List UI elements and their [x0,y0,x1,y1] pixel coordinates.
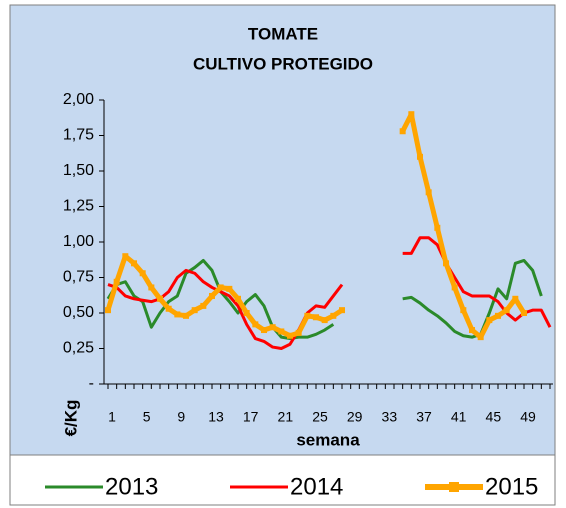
x-axis-label: semana [296,430,360,449]
point-marker [278,328,285,335]
y-tick-label: 0,25 [63,340,94,357]
point-marker [486,317,493,324]
point-marker [451,284,458,291]
y-tick-label: - [89,375,94,392]
point-marker [495,312,501,319]
point-marker [304,312,311,319]
point-marker [122,253,129,260]
point-marker [469,327,475,334]
x-tick-label: 29 [347,409,363,425]
y-tick-label: 0,75 [63,269,94,286]
point-marker [261,327,267,334]
x-tick-label: 49 [520,409,536,425]
y-tick-label: 1,75 [63,127,94,144]
y-axis-label: €/Kg [61,400,80,437]
point-marker [105,307,111,314]
chart-title: TOMATE [248,24,318,43]
x-tick-label: 25 [312,409,328,425]
x-tick-label: 13 [208,409,224,425]
point-marker [512,295,519,302]
point-marker [174,311,181,318]
x-tick-label: 41 [451,409,467,425]
y-tick-label: 1,00 [63,233,94,250]
x-tick-label: 9 [177,409,185,425]
y-tick-label: 2,00 [63,91,94,108]
point-marker [434,224,441,231]
point-marker [399,128,406,135]
point-marker [287,332,293,339]
point-marker [148,284,155,291]
point-marker [477,334,484,341]
point-marker [165,305,172,312]
legend-label: 2014 [290,473,343,500]
chart-subtitle: CULTIVO PROTEGIDO [193,54,373,73]
point-marker [226,285,233,292]
point-marker [191,307,198,314]
point-marker [313,314,319,321]
point-marker [269,324,276,331]
legend-label: 2013 [105,473,158,500]
point-marker [295,329,302,336]
point-marker [139,270,146,277]
point-marker [217,284,224,291]
point-marker [209,292,215,299]
y-tick-label: 1,50 [63,162,94,179]
x-tick-label: 5 [143,409,151,425]
point-marker [252,321,259,328]
point-marker [131,260,137,267]
y-tick-label: 0,50 [63,304,94,321]
legend-label: 2015 [485,473,538,500]
point-marker [200,302,207,309]
point-marker [425,189,432,196]
point-marker [243,310,250,316]
point-marker [521,310,527,316]
point-marker [183,312,189,319]
x-tick-label: 21 [278,409,294,425]
legend-box [9,454,556,506]
y-tick-label: 1,25 [63,198,94,215]
point-marker [321,317,328,324]
point-marker [330,312,337,319]
point-marker [339,307,345,314]
point-marker [408,111,415,118]
point-marker [113,278,120,285]
x-tick-label: 17 [243,409,259,425]
x-tick-label: 45 [486,409,502,425]
x-tick-label: 37 [416,409,432,425]
x-tick-label: 33 [382,409,398,425]
point-marker [157,295,163,302]
chart-area [9,4,556,456]
point-marker [417,153,423,160]
point-marker [460,307,467,314]
point-marker [503,307,510,314]
point-marker [443,260,449,267]
legend-marker [449,482,459,492]
point-marker [235,295,241,302]
x-tick-label: 1 [108,409,116,425]
